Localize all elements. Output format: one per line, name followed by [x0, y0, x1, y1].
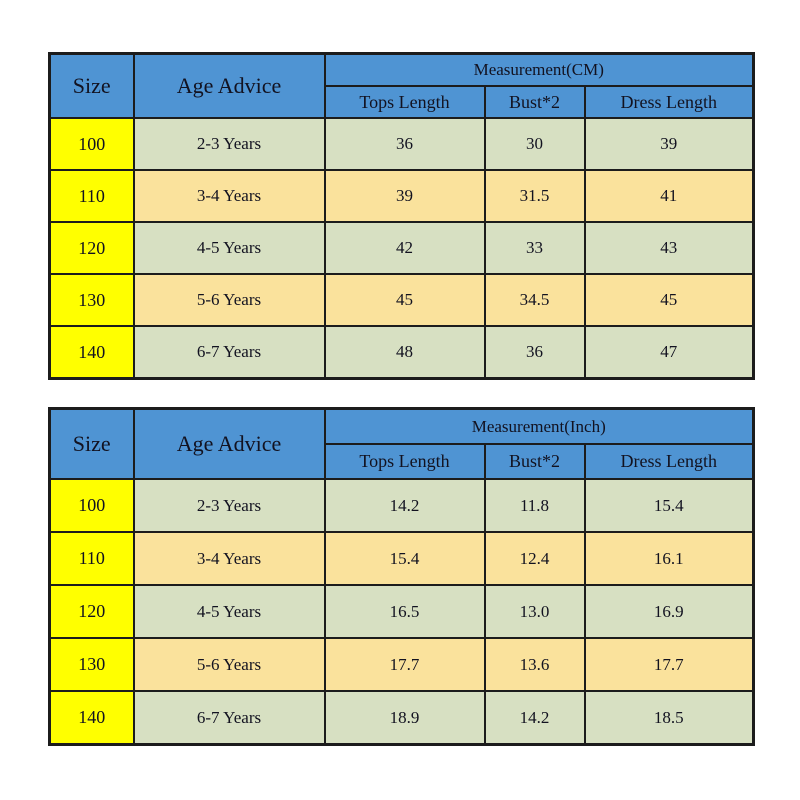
size-cell: 110 [48, 169, 135, 223]
tops-length-cell: 18.9 [323, 690, 486, 746]
size-cell: 100 [48, 117, 135, 171]
dress-length-cell: 17.7 [583, 637, 755, 692]
table-row-size-110: 110 3-4 Years 15.4 12.4 16.1 [48, 531, 755, 586]
table-row-size-130: 130 5-6 Years 17.7 13.6 17.7 [48, 637, 755, 692]
tops-length-cell: 39 [323, 169, 486, 223]
dress-length-cell: 47 [583, 325, 755, 380]
table-row-size-120: 120 4-5 Years 42 33 43 [48, 221, 755, 275]
tops-length-cell: 48 [323, 325, 486, 380]
age-cell: 2-3 Years [132, 117, 326, 171]
age-advice-column-header: Age Advice [132, 52, 326, 119]
size-chart-inch-table: Size Age Advice Measurement(Inch) Tops L… [48, 407, 756, 746]
table-row-size-130: 130 5-6 Years 45 34.5 45 [48, 273, 755, 327]
tops-length-cell: 36 [323, 117, 486, 171]
size-cell: 130 [48, 273, 135, 327]
bust-header: Bust*2 [483, 85, 586, 119]
size-cell: 110 [48, 531, 135, 586]
age-cell: 2-3 Years [132, 478, 326, 533]
tops-length-cell: 42 [323, 221, 486, 275]
bust-cell: 31.5 [483, 169, 586, 223]
bust-cell: 36 [483, 325, 586, 380]
size-cell: 120 [48, 221, 135, 275]
age-cell: 4-5 Years [132, 221, 326, 275]
bust-cell: 11.8 [483, 478, 586, 533]
age-cell: 3-4 Years [132, 531, 326, 586]
dress-length-header: Dress Length [583, 443, 755, 480]
dress-length-cell: 39 [583, 117, 755, 171]
age-cell: 6-7 Years [132, 690, 326, 746]
size-column-header: Size [48, 407, 135, 480]
age-advice-column-header: Age Advice [132, 407, 326, 480]
table-row-size-110: 110 3-4 Years 39 31.5 41 [48, 169, 755, 223]
header-row-sub: Tops Length Bust*2 Dress Length [50, 85, 755, 119]
tops-length-cell: 17.7 [323, 637, 486, 692]
dress-length-cell: 16.9 [583, 584, 755, 639]
bust-cell: 13.6 [483, 637, 586, 692]
size-chart-cm-table: Size Age Advice Measurement(CM) Tops Len… [48, 52, 756, 380]
table-row-size-140: 140 6-7 Years 18.9 14.2 18.5 [48, 690, 755, 746]
table-row-size-100: 100 2-3 Years 36 30 39 [48, 117, 755, 171]
header-row-main: Size Age Advice Measurement(Inch) [48, 407, 755, 480]
bust-cell: 33 [483, 221, 586, 275]
size-cell: 130 [48, 637, 135, 692]
bust-cell: 34.5 [483, 273, 586, 327]
tops-length-cell: 16.5 [323, 584, 486, 639]
header-row-sub: Tops Length Bust*2 Dress Length [50, 443, 755, 480]
tops-length-header: Tops Length [323, 85, 486, 119]
bust-cell: 13.0 [483, 584, 586, 639]
tops-length-header: Tops Length [323, 443, 486, 480]
age-cell: 4-5 Years [132, 584, 326, 639]
dress-length-cell: 15.4 [583, 478, 755, 533]
bust-header: Bust*2 [483, 443, 586, 480]
age-cell: 3-4 Years [132, 169, 326, 223]
measurement-inch-header: Measurement(Inch) [323, 407, 755, 445]
size-cell: 120 [48, 584, 135, 639]
age-cell: 6-7 Years [132, 325, 326, 380]
dress-length-cell: 43 [583, 221, 755, 275]
table-row-size-140: 140 6-7 Years 48 36 47 [48, 325, 755, 380]
header-row-main: Size Age Advice Measurement(CM) [48, 52, 755, 119]
tops-length-cell: 14.2 [323, 478, 486, 533]
size-cell: 100 [48, 478, 135, 533]
dress-length-cell: 45 [583, 273, 755, 327]
dress-length-cell: 41 [583, 169, 755, 223]
age-cell: 5-6 Years [132, 637, 326, 692]
age-cell: 5-6 Years [132, 273, 326, 327]
bust-cell: 30 [483, 117, 586, 171]
table-row-size-120: 120 4-5 Years 16.5 13.0 16.9 [48, 584, 755, 639]
bust-cell: 14.2 [483, 690, 586, 746]
size-column-header: Size [48, 52, 135, 119]
table-row-size-100: 100 2-3 Years 14.2 11.8 15.4 [48, 478, 755, 533]
size-cell: 140 [48, 325, 135, 380]
measurement-cm-header: Measurement(CM) [323, 52, 755, 87]
dress-length-cell: 18.5 [583, 690, 755, 746]
tops-length-cell: 45 [323, 273, 486, 327]
bust-cell: 12.4 [483, 531, 586, 586]
tops-length-cell: 15.4 [323, 531, 486, 586]
dress-length-header: Dress Length [583, 85, 755, 119]
dress-length-cell: 16.1 [583, 531, 755, 586]
size-cell: 140 [48, 690, 135, 746]
